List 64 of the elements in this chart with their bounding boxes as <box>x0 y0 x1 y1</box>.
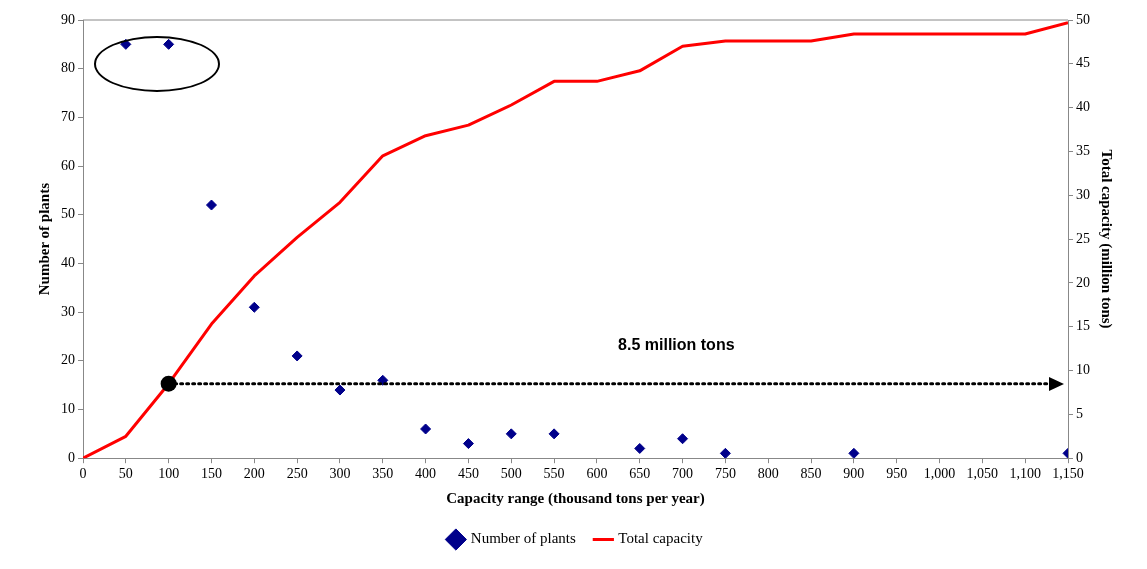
point <box>677 433 689 445</box>
y2-tick-label: 20 <box>1076 274 1090 290</box>
x-tick-label: 1,100 <box>1009 466 1041 482</box>
point <box>719 447 731 459</box>
x-tick-label: 850 <box>800 466 822 482</box>
y2-tick-label: 45 <box>1076 55 1090 71</box>
point <box>205 199 217 211</box>
y-tick-label: 10 <box>61 401 75 417</box>
point <box>848 447 860 459</box>
x-tick-label: 1,150 <box>1052 466 1084 482</box>
y2-axis-title: Total capacity (million tons) <box>1098 149 1116 329</box>
point <box>634 442 646 454</box>
x-tick-label: 900 <box>843 466 865 482</box>
y-axis-title: Number of plants <box>35 182 52 296</box>
x-tick-label: 250 <box>286 466 308 482</box>
point <box>548 428 560 440</box>
y-tick-label: 0 <box>68 449 75 465</box>
y-tick-label: 70 <box>61 109 75 125</box>
x-axis-title: Capacity range (thousand tons per year) <box>446 489 705 507</box>
x-tick-label: 0 <box>79 466 87 482</box>
y2-tick-label: 15 <box>1076 318 1090 334</box>
y2-tick-label: 10 <box>1076 362 1090 378</box>
y2-tick-label: 30 <box>1076 186 1090 202</box>
legend-label: Total capacity <box>618 530 704 547</box>
point <box>291 350 303 362</box>
y-tick-label: 80 <box>61 60 75 76</box>
ref-line-label: 8.5 million tons <box>618 336 735 354</box>
x-tick-label: 500 <box>500 466 522 482</box>
y-tick-label: 60 <box>61 157 75 173</box>
x-tick-label: 100 <box>158 466 180 482</box>
x-tick-label: 300 <box>329 466 351 482</box>
x-tick-label: 950 <box>886 466 908 482</box>
x-tick-label: 650 <box>629 466 651 482</box>
y-tick-label: 30 <box>61 303 75 319</box>
y2-tick-label: 25 <box>1076 230 1090 246</box>
point <box>248 301 260 313</box>
x-tick-label: 50 <box>118 466 133 482</box>
y2-tick-label: 35 <box>1076 143 1090 159</box>
y2-tick-label: 0 <box>1076 449 1083 465</box>
x-tick-label: 750 <box>714 466 736 482</box>
y-tick-label: 40 <box>61 255 75 271</box>
x-tick-label: 550 <box>543 466 565 482</box>
point <box>462 438 474 450</box>
x-tick-label: 450 <box>457 466 479 482</box>
point <box>334 384 346 396</box>
x-tick-label: 150 <box>200 466 222 482</box>
y2-tick-label: 50 <box>1076 11 1090 27</box>
y2-tick-label: 40 <box>1076 99 1090 115</box>
x-tick-label: 1,050 <box>966 466 999 482</box>
y-tick-label: 50 <box>61 206 75 222</box>
x-tick-label: 700 <box>672 466 694 482</box>
x-tick-label: 800 <box>757 466 779 482</box>
y-tick-label: 90 <box>61 11 75 27</box>
point <box>505 428 517 440</box>
point <box>163 38 175 50</box>
x-tick-label: 1,000 <box>923 466 956 482</box>
legend-label: Number of plants <box>470 530 576 547</box>
y2-tick-label: 5 <box>1076 406 1083 422</box>
point <box>420 423 432 435</box>
x-tick-label: 350 <box>372 466 394 482</box>
y-tick-label: 20 <box>61 352 75 368</box>
x-tick-label: 400 <box>415 466 437 482</box>
x-tick-label: 200 <box>243 466 265 482</box>
x-tick-label: 600 <box>586 466 608 482</box>
